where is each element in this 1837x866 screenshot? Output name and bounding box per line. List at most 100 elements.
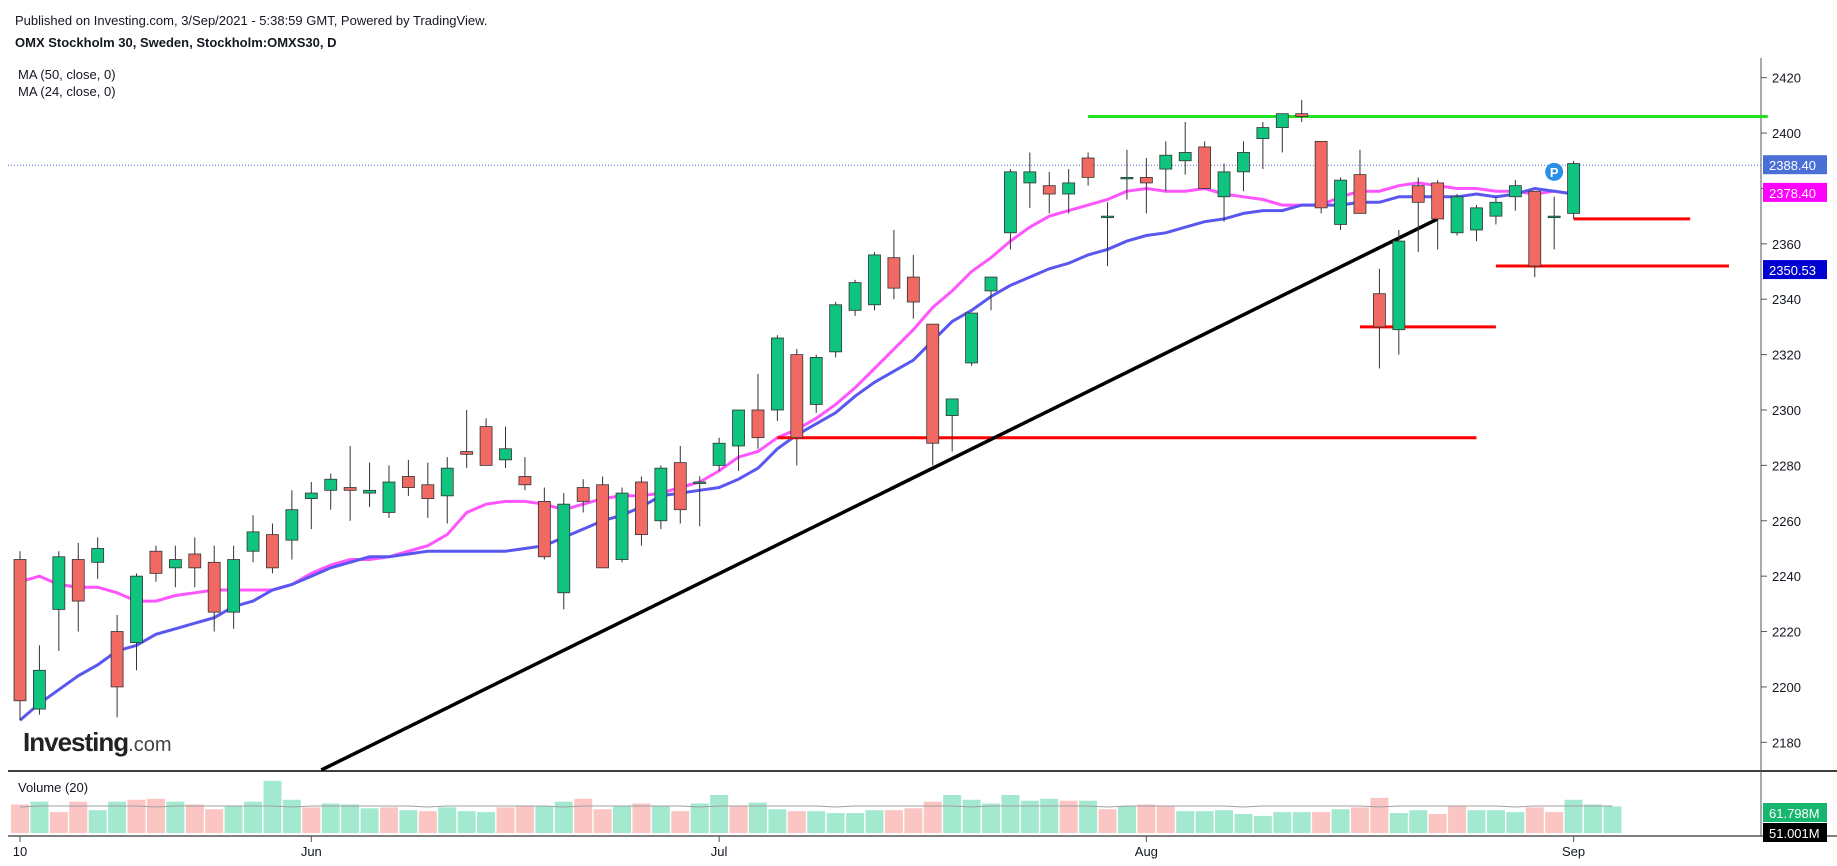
y-tick-label: 2360 <box>1772 237 1801 252</box>
candle-body <box>1508 185 1522 198</box>
candle-body <box>596 484 609 569</box>
candle-body <box>304 492 318 500</box>
published-note: Published on Investing.com, 3/Sep/2021 -… <box>15 13 488 28</box>
candle-body <box>790 354 804 439</box>
volume-bar <box>1079 800 1098 833</box>
volume-bar <box>457 811 476 833</box>
candle-body <box>906 276 920 303</box>
candle-body <box>207 561 221 613</box>
candle-body <box>1159 154 1173 170</box>
volume-bar <box>69 801 88 833</box>
candle-body <box>1528 190 1542 267</box>
volume-bar <box>341 804 360 833</box>
drawn-lines <box>8 114 1768 772</box>
symbol-title: OMX Stockholm 30, Sweden, Stockholm:OMXS… <box>15 35 337 50</box>
volume-bar <box>613 806 632 833</box>
x-tick-label: 10 <box>13 844 27 859</box>
volume-ma-badge: 51.001M <box>1769 826 1820 841</box>
y-tick-label: 2320 <box>1772 348 1801 363</box>
y-tick-label: 2240 <box>1772 569 1801 584</box>
candle-body <box>13 559 27 702</box>
y-tick-label: 2200 <box>1772 680 1801 695</box>
volume-bar <box>1253 815 1272 833</box>
volume-bar <box>321 803 340 833</box>
volume-badge: 61.798M <box>1769 806 1820 821</box>
candle-body <box>848 282 862 311</box>
candle-body <box>1120 176 1134 180</box>
legend-ma50[interactable]: MA (50, close, 0) <box>18 67 116 82</box>
volume-ma-badge-bg <box>1763 823 1827 842</box>
candle-body <box>285 509 299 541</box>
volume-bar <box>1389 813 1408 833</box>
candlesticks: P <box>13 99 1580 721</box>
last-price-badge-bg <box>1763 155 1827 175</box>
trend-line <box>320 217 1439 772</box>
volume-ma-line <box>19 805 1613 808</box>
logo-suffix: .com <box>128 734 172 756</box>
candle-body <box>188 553 202 569</box>
last-price-badge: 2388.40 <box>1769 158 1816 173</box>
volume-bar <box>1603 806 1622 833</box>
candle-body <box>1042 185 1056 195</box>
y-tick-label: 2400 <box>1772 126 1801 141</box>
candle-body <box>809 356 823 405</box>
chart-header: Published on Investing.com, 3/Sep/2021 -… <box>15 10 487 54</box>
candle-body <box>1023 171 1037 184</box>
candle-body <box>1470 207 1483 231</box>
candle-body <box>227 559 241 613</box>
volume-bar <box>690 803 709 833</box>
ma24-badge-bg <box>1763 182 1827 202</box>
volume-bar <box>1117 806 1136 833</box>
volume-bar <box>1156 806 1175 833</box>
volume-bar <box>224 805 243 833</box>
volume-bar <box>729 806 748 833</box>
volume-bar <box>146 798 165 833</box>
indicator-legend: MA (50, close, 0) MA (24, close, 0) <box>18 66 116 100</box>
volume-bar <box>438 807 457 833</box>
volume-bar <box>1545 812 1564 833</box>
volume-bar <box>379 807 398 833</box>
candle-body <box>91 548 105 563</box>
candle-body <box>1198 146 1212 189</box>
ma24-badge: 2378.40 <box>1769 186 1816 201</box>
volume-bar <box>1370 797 1389 833</box>
volume-bar <box>807 811 826 833</box>
volume-bar <box>302 807 321 833</box>
y-tick-label: 2280 <box>1772 458 1801 473</box>
volume-bar <box>1040 798 1059 833</box>
investing-logo: Investing.com <box>23 727 171 758</box>
volume-bar <box>1467 810 1486 833</box>
pivot-marker <box>1545 162 1564 181</box>
volume-bar <box>943 795 962 833</box>
ma50-badge-bg <box>1763 260 1827 280</box>
candle-body <box>945 398 959 416</box>
ma50-badge: 2350.53 <box>1769 263 1816 278</box>
candle-body <box>518 476 532 486</box>
candle-body <box>71 559 85 602</box>
volume-bar <box>1564 799 1583 833</box>
volume-bar <box>1059 800 1078 833</box>
volume-bar <box>1525 807 1544 833</box>
chart-frame <box>8 58 1837 837</box>
legend-ma24[interactable]: MA (24, close, 0) <box>18 84 116 99</box>
candle-body <box>1217 171 1231 198</box>
volume-bar <box>282 799 301 833</box>
volume-bar <box>1273 812 1292 833</box>
x-tick-label: Jul <box>711 844 728 859</box>
volume-bar <box>1176 811 1195 833</box>
volume-bar <box>360 808 379 833</box>
volume-bar <box>1331 809 1350 833</box>
volume-bar <box>671 811 690 833</box>
volume-bar <box>1409 810 1428 833</box>
candle-body <box>1101 215 1114 219</box>
volume-bar <box>1020 800 1039 833</box>
candle-body <box>926 323 940 444</box>
volume-legend[interactable]: Volume (20) <box>18 780 89 795</box>
volume-bar <box>496 807 515 833</box>
volume-bar <box>554 801 573 833</box>
candle-body <box>1004 171 1017 234</box>
candle-body <box>421 484 435 500</box>
candle-body <box>751 409 765 439</box>
candle-body <box>1431 182 1445 220</box>
